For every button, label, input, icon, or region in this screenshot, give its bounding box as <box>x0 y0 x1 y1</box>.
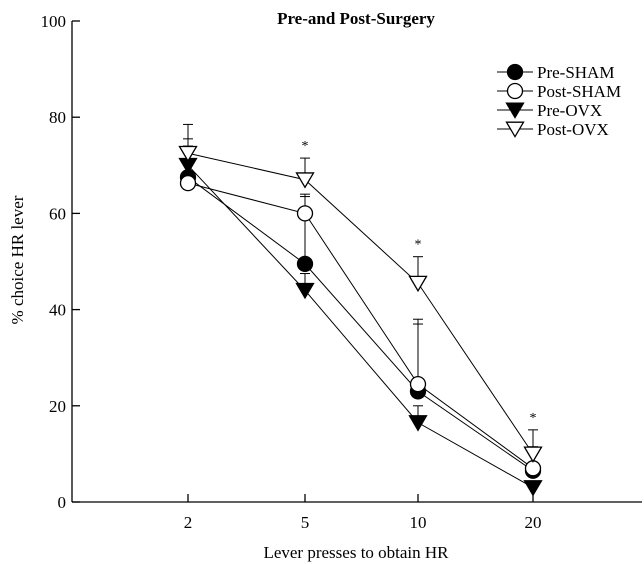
significance-star: * <box>530 411 537 426</box>
significance-star: * <box>415 238 422 253</box>
data-point-post-ovx <box>408 275 428 293</box>
x-tick-label: 10 <box>410 513 427 532</box>
data-point-post-ovx <box>178 145 198 163</box>
y-tick-label: 80 <box>49 108 66 127</box>
x-tick-label: 5 <box>301 513 310 532</box>
series-lines <box>187 152 534 489</box>
significance-star: * <box>302 139 309 154</box>
data-point-post-sham <box>296 205 314 222</box>
legend-label: Post-SHAM <box>537 82 621 101</box>
y-tick-label: 0 <box>58 493 67 512</box>
y-tick-label: 100 <box>41 12 67 31</box>
series-line-post-sham <box>187 182 534 469</box>
data-point-post-ovx <box>295 172 315 189</box>
data-point-post-sham <box>524 460 542 477</box>
data-point-pre-ovx <box>295 282 315 300</box>
x-tick-label: 2 <box>184 513 193 532</box>
y-tick-label: 20 <box>49 397 66 416</box>
data-point-pre-ovx <box>523 480 543 497</box>
legend-marker-post-sham <box>506 82 524 100</box>
legend-label: Pre-SHAM <box>537 63 614 82</box>
series-line-post-ovx <box>187 152 534 455</box>
data-point-post-sham <box>179 174 197 192</box>
data-point-post-ovx <box>523 446 543 463</box>
legend-marker-pre-sham <box>506 63 524 81</box>
legend-label: Post-OVX <box>537 120 609 139</box>
legend-label: Pre-OVX <box>537 101 602 120</box>
legend-marker-post-ovx <box>505 121 525 138</box>
markers <box>178 145 543 497</box>
x-tick-label: 20 <box>525 513 542 532</box>
series-line-pre-sham <box>187 176 534 472</box>
data-point-pre-ovx <box>408 415 428 432</box>
y-tick-label: 40 <box>49 301 66 320</box>
significance-markers: * * * <box>302 139 537 426</box>
series-line-pre-ovx <box>187 164 534 489</box>
data-point-post-sham <box>409 376 427 393</box>
chart-title: Pre-and Post-Surgery <box>277 9 435 28</box>
x-axis-label: Lever presses to obtain HR <box>263 543 449 562</box>
y-axis-label: % choice HR lever <box>8 195 27 324</box>
y-tick-label: 60 <box>49 204 66 223</box>
data-point-pre-sham <box>296 255 314 273</box>
legend-marker-pre-ovx <box>505 102 525 119</box>
